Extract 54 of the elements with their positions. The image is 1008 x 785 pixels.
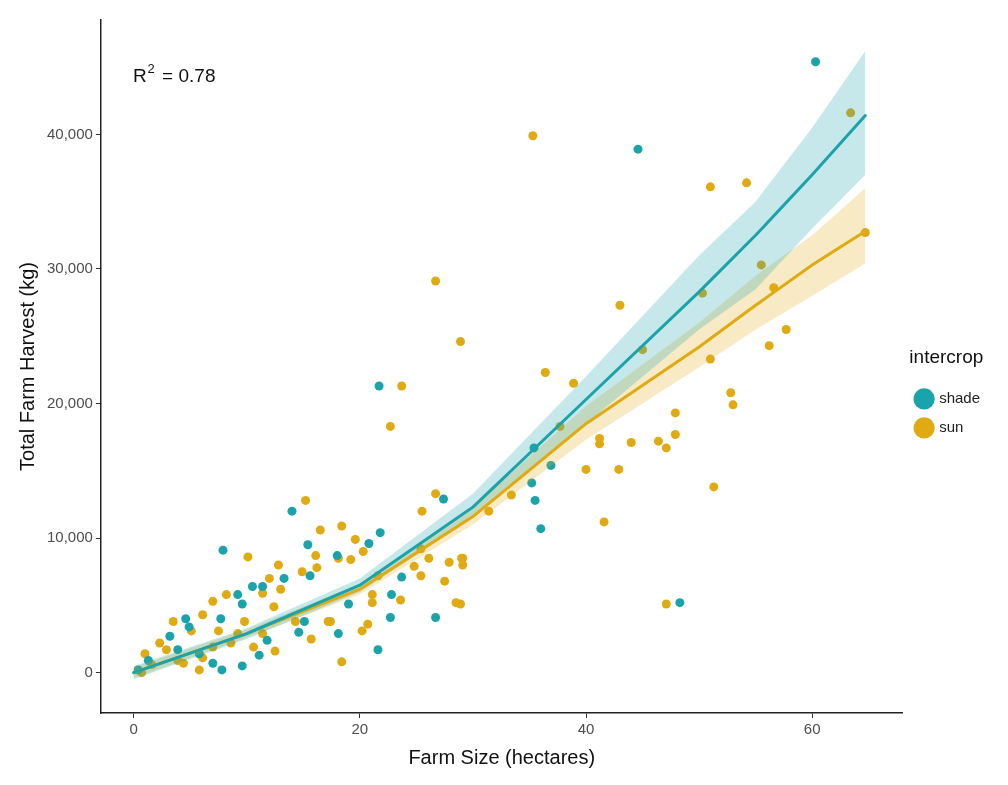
point [530,495,540,505]
point [237,599,247,609]
point [173,645,183,655]
y-tick-label: 30,000 [46,259,93,277]
point [218,545,228,555]
x-tick-label: 60 [803,720,821,738]
legend-title: intercrop [909,346,984,368]
point [294,627,304,637]
point [299,617,309,626]
y-tick-label: 20,000 [46,393,93,411]
point [217,665,227,675]
point [397,572,407,582]
point [633,144,643,154]
point [546,460,556,470]
point [385,612,395,622]
legend-label: shade [939,389,981,407]
point [258,582,268,592]
point [143,656,153,666]
point [247,582,257,592]
point [181,614,191,624]
point [675,598,685,608]
point [375,528,385,538]
y-tick-label: 40,000 [46,124,93,142]
point [344,599,354,609]
legend-label: sun [939,418,964,436]
x-tick-label: 20 [351,720,369,738]
point [364,538,374,548]
x-axis-title: Farm Size (hectares) [408,745,596,768]
point [254,650,264,660]
x-tick-label: 40 [577,720,595,738]
point [287,506,297,516]
x-tick-label: 0 [129,720,138,738]
point [303,540,313,550]
point [184,622,194,632]
point [233,590,243,600]
point [262,635,272,645]
point [387,590,396,600]
point [216,614,226,624]
point [208,658,218,668]
y-tick-label: 10,000 [46,528,93,546]
point [333,629,343,639]
point [374,381,384,391]
point [165,631,175,641]
y-tick-label: 0 [84,662,93,680]
point [305,571,315,581]
point [536,524,546,534]
point [811,57,821,67]
point [279,573,289,583]
point [373,645,383,655]
point [527,478,537,488]
point [439,494,449,504]
y-axis-title: Total Farm Harvest (kg) [15,262,38,471]
point [431,612,441,622]
point [237,661,247,671]
